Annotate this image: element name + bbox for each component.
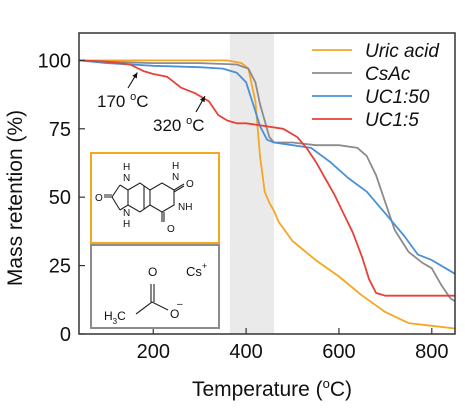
x-tick-label-2: 600 (322, 341, 355, 363)
annotation-label-0: 170 oC (97, 91, 149, 111)
x-tick-label-3: 800 (415, 341, 448, 363)
series-line-0 (79, 59, 456, 330)
csac-bonds (135, 284, 169, 315)
y-tick-label-2: 50 (49, 187, 71, 209)
atom-h-bottom-left: H (123, 219, 130, 230)
atom-n-top-right: N (172, 172, 179, 183)
y-tick-label-3: 75 (49, 119, 71, 141)
shaded-temperature-region (229, 33, 274, 334)
y-tick-label-4: 100 (38, 50, 71, 72)
series-line-2 (78, 59, 456, 275)
y-axis-label: Mass retention (%) (4, 110, 27, 286)
atom-o-right: O (186, 179, 194, 190)
uric-acid-inset-frame (90, 152, 220, 244)
axis-layer: 200 400 600 800 0 25 50 75 100 (38, 50, 449, 363)
atom-n-top-left: N (123, 173, 130, 184)
atom-h-top-left: H (123, 162, 130, 173)
series-layer (78, 59, 456, 330)
y-tick-label-1: 25 (49, 256, 71, 278)
y-tick-label-0: 0 (60, 324, 71, 346)
annotation-arrowhead-1 (200, 96, 205, 103)
annotation-label-1: 320 oC (153, 115, 205, 135)
csac-cesium-cation: Cs+ (186, 261, 207, 279)
atom-o-bottom: O (167, 224, 175, 235)
csac-anion-charge: – (177, 299, 183, 310)
legend-label-3: UC1:5 (365, 110, 419, 131)
csac-methyl-group: H3C (104, 309, 126, 326)
series-line-1 (78, 59, 456, 302)
csac-oxygen-top: O (148, 265, 157, 279)
legend-label-1: CsAc (365, 64, 411, 85)
x-tick-label-0: 200 (137, 341, 170, 363)
plot-frame (78, 32, 456, 335)
x-axis-label: Temperature (oC) (192, 376, 352, 401)
atom-nh-right: NH (178, 202, 192, 213)
legend-label-0: Uric acid (365, 41, 440, 62)
series-line-3 (78, 59, 455, 297)
csac-structure-inset: O Cs+ H3C O – (90, 244, 220, 329)
atom-n-bottom-left: N (123, 208, 130, 219)
annotation-arrowhead-0 (132, 72, 138, 79)
csac-oxygen-right: O (170, 307, 179, 321)
csac-inset-frame (90, 244, 220, 329)
x-tick-label-1: 400 (229, 341, 262, 363)
atom-h-top-right: H (172, 161, 179, 172)
uric-acid-bonds (104, 182, 185, 222)
atom-o-left: O (95, 193, 103, 204)
uric-acid-structure-inset: H H N N O O O NH N H (90, 152, 220, 244)
legend-label-2: UC1:50 (365, 87, 430, 108)
